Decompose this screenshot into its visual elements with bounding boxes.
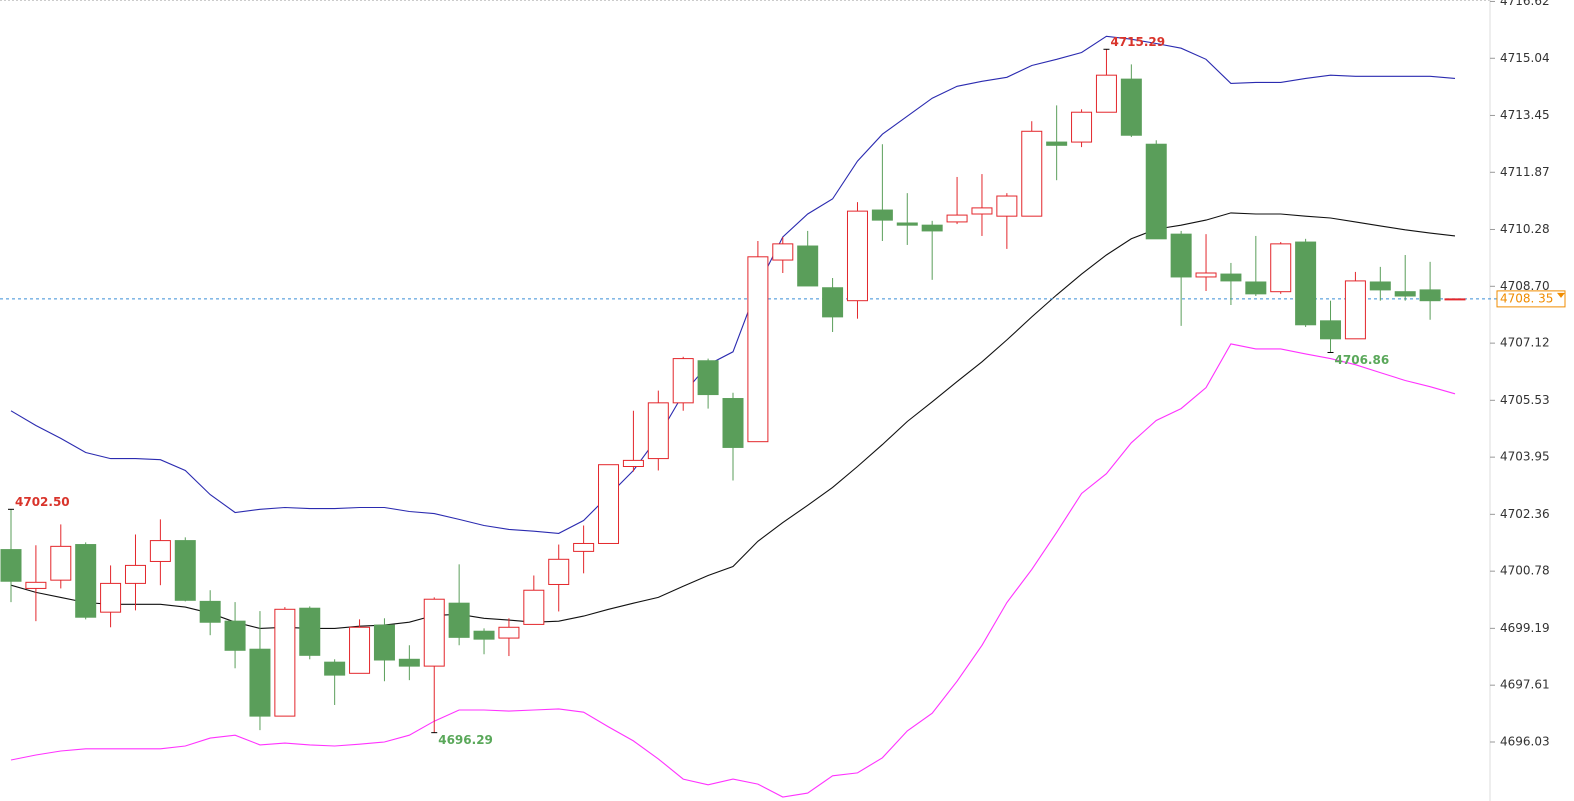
candle-body xyxy=(548,558,570,585)
candle-body xyxy=(349,626,371,674)
candle-body xyxy=(1071,111,1093,143)
candle-body xyxy=(996,195,1018,217)
y-tick-label: 4705.53 xyxy=(1500,393,1550,407)
candle-body xyxy=(398,658,420,667)
candle-body xyxy=(299,607,321,656)
candle-body xyxy=(722,398,744,448)
candle-body xyxy=(448,602,470,638)
candle-body xyxy=(921,224,943,232)
candle-body xyxy=(1170,233,1192,278)
y-tick-label: 4703.95 xyxy=(1500,450,1550,464)
last-price-box xyxy=(1496,290,1566,308)
candle-body xyxy=(1046,141,1068,146)
candle-body xyxy=(523,589,545,625)
candle-body xyxy=(1369,281,1391,291)
candle-body xyxy=(373,624,395,661)
candle-body xyxy=(573,542,595,552)
candle-body xyxy=(797,245,819,287)
y-tick-label: 4707.12 xyxy=(1500,336,1550,350)
candle-body xyxy=(0,549,22,582)
candle-body xyxy=(224,620,246,651)
y-tick-label: 4711.87 xyxy=(1500,165,1550,179)
band-line xyxy=(10,212,1456,629)
candle-body xyxy=(25,581,47,589)
candle-body xyxy=(1444,298,1466,301)
y-tick-label: 4699.19 xyxy=(1500,621,1550,635)
candle-body xyxy=(199,600,221,623)
band-line xyxy=(10,343,1456,798)
candle-body xyxy=(50,545,72,581)
candle-body xyxy=(1270,243,1292,293)
candle-body xyxy=(846,210,868,302)
y-tick-label: 4702.36 xyxy=(1500,507,1550,521)
candle-body xyxy=(896,222,918,226)
candle-body xyxy=(1220,273,1242,282)
candle-body xyxy=(100,582,122,613)
extreme-label: 4706.86 xyxy=(1335,353,1390,367)
candle-body xyxy=(1394,291,1416,297)
candle-body xyxy=(498,626,520,639)
candle-body xyxy=(622,459,644,468)
y-tick-label: 4700.78 xyxy=(1500,564,1550,578)
extreme-label: 4715.29 xyxy=(1110,35,1165,49)
candle-body xyxy=(1245,281,1267,295)
last-price-arrow xyxy=(1557,292,1565,298)
y-tick-label: 4708.70 xyxy=(1500,279,1550,293)
y-tick-label: 4697.61 xyxy=(1500,678,1550,692)
candle-body xyxy=(822,287,844,318)
y-tick-label: 4715.04 xyxy=(1500,51,1550,65)
candle-body xyxy=(324,661,346,676)
candle-body xyxy=(946,214,968,223)
last-price-label: 4708. 35 xyxy=(1500,291,1553,305)
candle-body xyxy=(423,598,445,667)
extreme-label: 4696.29 xyxy=(438,733,493,747)
candle-body xyxy=(672,358,694,404)
candle-body xyxy=(971,207,993,215)
candle-body xyxy=(1344,280,1366,340)
candle-body xyxy=(249,648,271,717)
candle-body xyxy=(473,630,495,640)
candle-body xyxy=(598,464,620,544)
candle-body xyxy=(75,544,97,618)
band-line xyxy=(10,35,1456,534)
candle-body xyxy=(1145,143,1167,240)
candle-body xyxy=(1295,241,1317,326)
candle-body xyxy=(772,243,794,261)
candle-body xyxy=(274,608,296,717)
candle-body xyxy=(1021,130,1043,217)
candle-body xyxy=(1195,272,1217,278)
candle-body xyxy=(124,564,146,584)
candle-body xyxy=(1120,78,1142,136)
y-tick-label: 4713.45 xyxy=(1500,108,1550,122)
y-tick-label: 4696.03 xyxy=(1500,735,1550,749)
candle-body xyxy=(174,540,196,601)
candle-body xyxy=(747,256,769,443)
candle-body xyxy=(1419,289,1441,302)
extreme-label: 4702.50 xyxy=(15,495,70,509)
y-tick-label: 4710.28 xyxy=(1500,222,1550,236)
candle-body xyxy=(149,540,171,562)
y-tick-label: 4716.62 xyxy=(1500,0,1550,8)
candle-body xyxy=(871,209,893,221)
candle-body xyxy=(1320,320,1342,340)
candle-body xyxy=(647,402,669,460)
candle-body xyxy=(1095,74,1117,113)
candle-body xyxy=(697,360,719,396)
